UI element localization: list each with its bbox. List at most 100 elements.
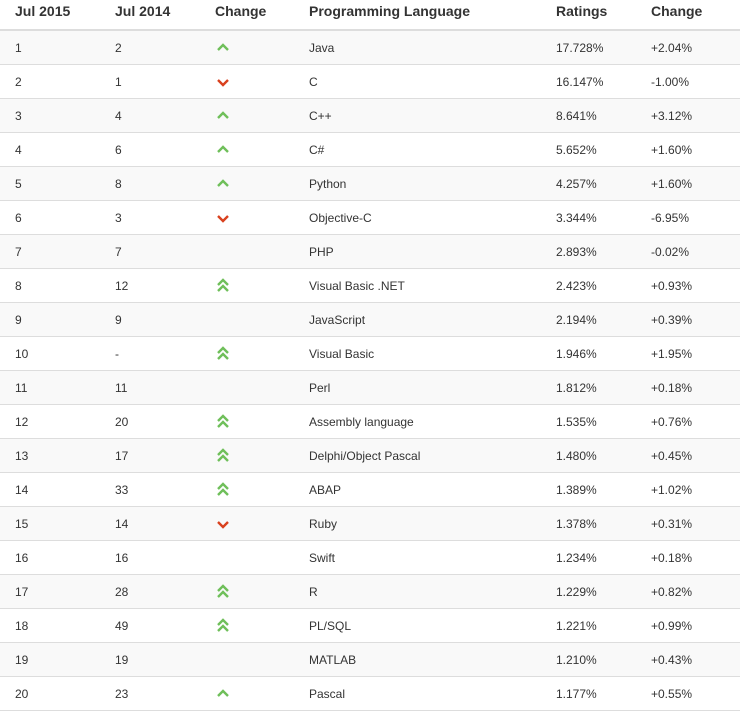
change-icon (217, 215, 229, 223)
table-row: 9 9 JavaScript 2.194% +0.39% (0, 303, 740, 337)
table-row: 20 23 Pascal 1.177% +0.55% (0, 677, 740, 711)
table-cell: JavaScript (309, 313, 366, 327)
column-header: Jul 2014 (115, 3, 171, 19)
table-cell: 3 (115, 211, 122, 225)
table-cell: +0.82% (651, 585, 693, 599)
table-cell: +1.60% (651, 177, 693, 191)
table-cell: 4 (15, 143, 22, 157)
table-cell: C# (309, 143, 325, 157)
table-cell: Pascal (309, 687, 346, 701)
change-icon (217, 145, 229, 153)
table-cell: 1.389% (556, 483, 597, 497)
column-header: Ratings (556, 3, 608, 19)
table-cell: +0.39% (651, 313, 693, 327)
table-row: 3 4 C++ 8.641% +3.12% (0, 99, 740, 133)
table-cell: 7 (115, 245, 122, 259)
column-header: Change (651, 3, 703, 19)
table-cell: 5.652% (556, 143, 597, 157)
table-cell: 1.946% (556, 347, 597, 361)
table-cell: 6 (115, 143, 122, 157)
table-cell: 17 (15, 585, 29, 599)
table-cell: 1.210% (556, 653, 597, 667)
table-cell: 12 (15, 415, 29, 429)
table-cell: -0.02% (651, 245, 690, 259)
column-header: Programming Language (309, 3, 471, 19)
table-cell: 1.535% (556, 415, 597, 429)
table-cell: 28 (115, 585, 129, 599)
table-cell: 49 (115, 619, 129, 633)
column-header: Change (215, 3, 267, 19)
table-cell: +0.76% (651, 415, 693, 429)
table-row: 18 49 PL/SQL 1.221% +0.99% (0, 609, 740, 643)
table-cell: 14 (15, 483, 29, 497)
table-cell: 2.423% (556, 279, 597, 293)
table-cell: Swift (309, 551, 336, 565)
table-cell: 19 (115, 653, 129, 667)
table-cell: Assembly language (309, 415, 414, 429)
table-cell: 16 (15, 551, 29, 565)
table-cell: 17 (115, 449, 129, 463)
change-icon (217, 179, 229, 187)
table-cell: +0.93% (651, 279, 693, 293)
table-cell: PHP (309, 245, 334, 259)
table-cell: 1.812% (556, 381, 597, 395)
table-cell: 8.641% (556, 109, 597, 123)
table-cell: +0.55% (651, 687, 693, 701)
table-row: 14 33 ABAP 1.389% +1.02% (0, 473, 740, 507)
table-cell: 2.893% (556, 245, 597, 259)
table-cell: 4 (115, 109, 122, 123)
change-icon (217, 43, 229, 51)
table-cell: 2 (15, 75, 22, 89)
table-cell: - (115, 347, 119, 361)
table-row: 8 12 Visual Basic .NET 2.423% +0.93% (0, 269, 740, 303)
table-cell: Visual Basic (309, 347, 375, 361)
table-cell: 1 (15, 41, 22, 55)
table-cell: 20 (115, 415, 129, 429)
change-icon (217, 482, 229, 496)
table-cell: +2.04% (651, 41, 693, 55)
table-cell: 19 (15, 653, 29, 667)
table-cell: +0.43% (651, 653, 693, 667)
table-cell: 3.344% (556, 211, 597, 225)
table-row: 7 7 PHP 2.893% -0.02% (0, 235, 740, 269)
table-cell: 14 (115, 517, 129, 531)
table-cell: 7 (15, 245, 22, 259)
change-icon (217, 521, 229, 529)
table-cell: 1.480% (556, 449, 597, 463)
table-row: 16 16 Swift 1.234% +0.18% (0, 541, 740, 575)
change-icon (217, 584, 229, 598)
table-cell: 11 (15, 381, 28, 395)
table-cell: 9 (115, 313, 122, 327)
table-cell: C (309, 75, 318, 89)
table-cell: 10 (15, 347, 29, 361)
table-row: 13 17 Delphi/Object Pascal 1.480% +0.45% (0, 439, 740, 473)
table-header: Jul 2015 Jul 2014 Change Programming Langua… (0, 0, 740, 31)
table-row: 10 - Visual Basic 1.946% +1.95% (0, 337, 740, 371)
change-icon (217, 618, 229, 632)
table-cell: Visual Basic .NET (309, 279, 405, 293)
table-cell: 1.177% (556, 687, 597, 701)
table-cell: 4.257% (556, 177, 597, 191)
table-cell: +0.99% (651, 619, 693, 633)
table-cell: 20 (15, 687, 29, 701)
table-cell: 11 (115, 381, 128, 395)
table-cell: 23 (115, 687, 129, 701)
table-cell: -1.00% (651, 75, 690, 89)
table-cell: +1.60% (651, 143, 693, 157)
table-row: 19 19 MATLAB 1.210% +0.43% (0, 643, 740, 677)
table-cell: 18 (15, 619, 29, 633)
table-cell: 16 (115, 551, 129, 565)
table-cell: Ruby (309, 517, 338, 531)
table-row: 4 6 C# 5.652% +1.60% (0, 133, 740, 167)
table-cell: 1.229% (556, 585, 597, 599)
table-cell: 15 (15, 517, 29, 531)
table-cell: 12 (115, 279, 129, 293)
table-cell: PL/SQL (309, 619, 352, 633)
table-cell: +1.95% (651, 347, 693, 361)
change-icon (217, 346, 229, 360)
table-row: 2 1 C 16.147% -1.00% (0, 65, 740, 99)
change-icon (217, 278, 229, 292)
table-row: 12 20 Assembly language 1.535% +0.76% (0, 405, 740, 439)
change-icon (217, 448, 229, 462)
table-cell: 1.378% (556, 517, 597, 531)
